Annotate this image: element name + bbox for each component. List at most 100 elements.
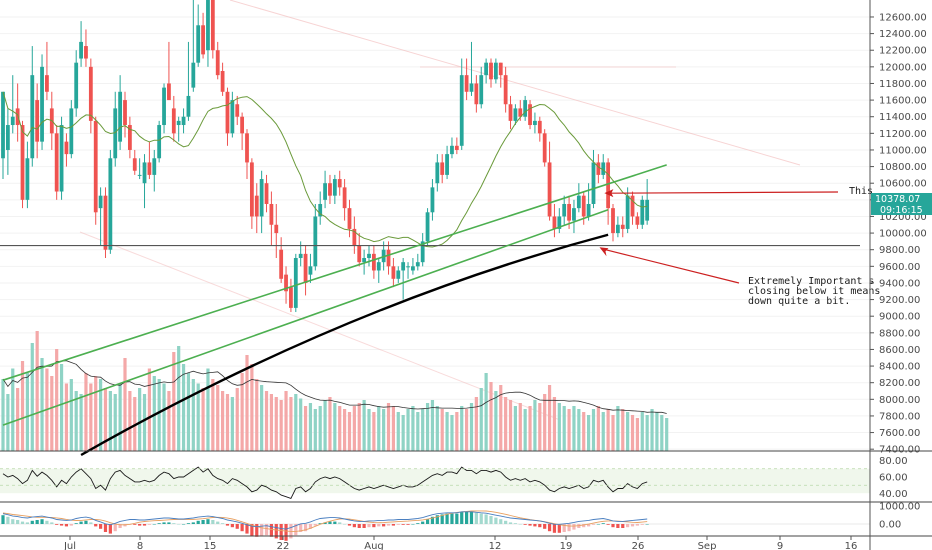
volume-bar [377,406,381,451]
macd-hist-bar [25,522,29,524]
green-trendline [2,164,667,381]
candle-body [245,133,249,163]
macd-hist-bar [391,524,395,526]
rsi-axis[interactable]: 80.00 60.00 40.00 [879,456,908,500]
price-tick-label: 9400.00 [879,278,920,289]
macd-hist-bar [552,524,557,533]
price-tick-label: 10800.00 [879,162,927,173]
candle-body [435,162,440,184]
macd-hist-bar [538,524,542,528]
volume-bar [50,376,54,451]
candle-body [259,179,264,217]
time-tick-label: 19 [560,541,573,550]
volume-bars [1,331,669,451]
macd-hist-bar [367,524,371,528]
macd-hist-bar [172,523,176,524]
volume-average-line [2,360,667,414]
annotation-important-line1: Extremely Important s [748,276,874,287]
macd-tick-label: 0.00 [879,520,901,531]
macd-hist-bar [303,524,308,532]
annotation-arrowhead [604,189,614,198]
volume-bar [391,406,395,451]
macd-hist-bar [157,523,161,524]
candle-body [401,262,406,271]
candle-body [474,83,479,105]
volume-bar [504,397,508,451]
macd-hist-bar [59,524,64,526]
volume-bar [216,385,220,451]
price-tick-label: 9200.00 [879,295,920,306]
volume-bar [338,406,342,451]
time-tick-label: 26 [632,541,645,550]
candle-body [611,208,615,234]
volume-bar [333,403,337,451]
volume-bar [528,406,532,451]
volume-bar [186,373,191,451]
macd-hist-bar [113,524,117,532]
price-tick-label: 8000.00 [879,395,920,406]
candle-body [40,66,44,142]
macd-hist-bar [133,524,137,525]
time-axis[interactable]: Jul 8 15 22 Aug 12 19 26 Sep 9 16 [63,536,857,550]
volume-bar [630,415,635,451]
volume-bar [474,397,478,451]
rsi-line [2,466,648,499]
macd-hist-bar [372,524,376,528]
candle-body [186,95,191,117]
volume-bar [255,379,259,451]
macd-hist-bar [523,524,527,525]
macd-hist-bar [465,512,469,524]
macd-hist-bar [181,524,186,525]
macd-pane [0,510,870,541]
candle-body [293,258,298,308]
volume-bar [308,403,313,451]
macd-hist-bar [64,524,69,527]
candle-body [123,100,127,126]
macd-hist-bar [162,522,166,524]
volume-bar [59,364,64,451]
volume-bar [362,400,366,451]
macd-hist-bar [99,524,103,529]
candle-body [132,158,137,171]
candle-body [557,216,562,229]
price-tick-label: 12600.00 [879,12,927,23]
candle-body [542,133,547,163]
grid [0,16,870,450]
volume-bar [196,383,200,451]
long-term-support-curve [80,233,609,457]
volume-bar [396,412,400,451]
trendlines [2,164,667,457]
volume-bar [606,409,610,451]
candle-body [362,258,367,263]
volume-bar [601,412,605,451]
macd-hist-bar [147,524,151,525]
volume-bar [221,391,225,451]
green-trendline [2,209,609,426]
macd-hist-bar [533,524,537,527]
volume-bar [118,383,122,451]
macd-axis[interactable]: 1000.00 0.00 [879,502,920,531]
volume-bar [191,379,195,451]
candle-body [572,208,576,221]
volume-bar [279,400,283,451]
volume-bar [406,409,410,451]
candle-body [615,224,620,234]
volume-bar [250,364,254,451]
price-axis[interactable]: 12600.00 12400.00 12200.00 12000.00 11800.00… [870,12,927,456]
annotation-arrowhead [599,247,609,257]
candle-body [210,0,215,51]
macd-hist-bar [445,513,449,524]
candle-body [464,75,469,92]
candle-body [357,245,362,263]
candle-body [152,158,157,175]
volume-bar [230,397,234,451]
volume-bar [465,409,469,451]
volume-bar [577,409,581,451]
volume-bar [421,409,425,451]
macd-hist-bar [221,523,225,524]
volume-bar [162,383,166,451]
candle-body [5,125,10,150]
candle-body [635,216,640,225]
candle-body [167,83,171,101]
